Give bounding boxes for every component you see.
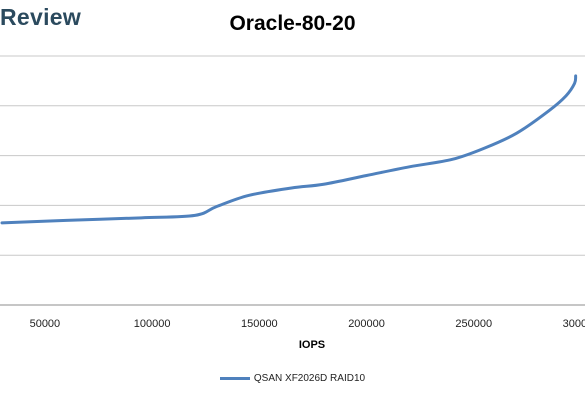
legend: QSAN XF2026D RAID10 — [0, 373, 585, 384]
series-line — [0, 74, 578, 225]
x-tick-label: 200000 — [348, 318, 385, 330]
legend-label: QSAN XF2026D RAID10 — [253, 373, 366, 384]
gridlines — [0, 55, 585, 306]
x-tick-label: 150000 — [241, 318, 278, 330]
x-tick-label: 300000 — [563, 318, 585, 330]
x-tick-labels: 50000 100000 150000 200000 250000 300000 — [30, 318, 585, 330]
chart-title: Oracle-80-20 — [229, 12, 356, 35]
x-tick-label: 100000 — [134, 318, 171, 330]
brand-logo-text: Review — [0, 4, 82, 30]
x-tick-label: 50000 — [30, 318, 61, 330]
x-axis-label: IOPS — [299, 339, 325, 351]
x-tick-label: 250000 — [455, 318, 492, 330]
legend-swatch — [219, 377, 250, 380]
series-group — [0, 74, 578, 225]
